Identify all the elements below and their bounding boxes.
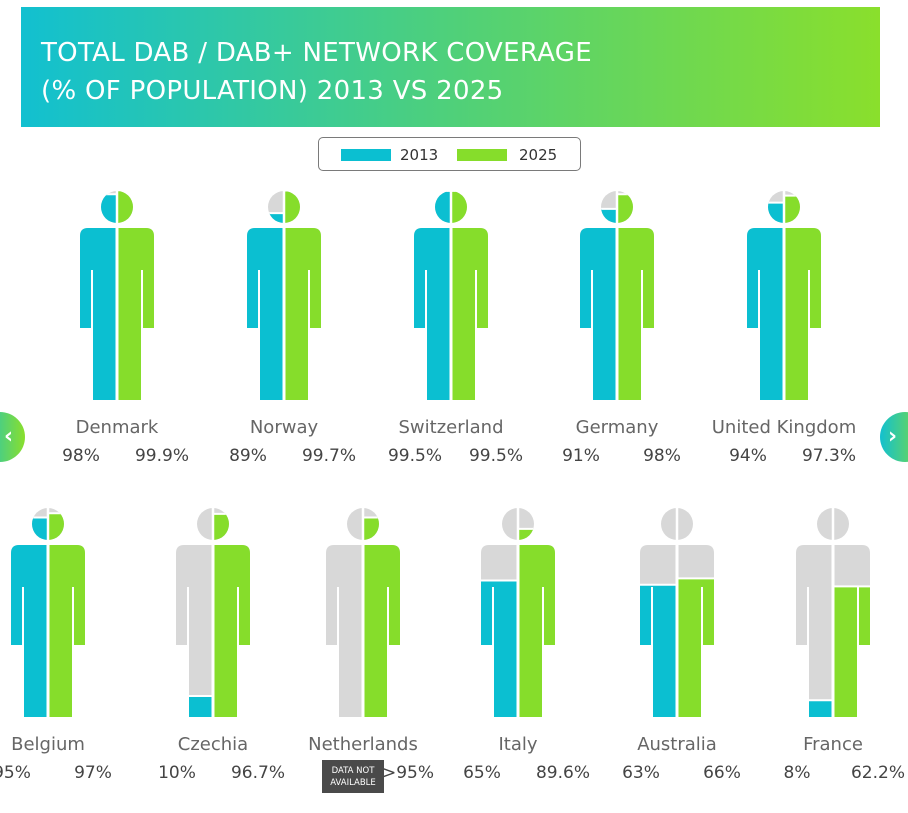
value-2025: 66% — [703, 763, 741, 783]
legend-label-2025: 2025 — [519, 146, 558, 164]
value-2025: 99.5% — [469, 446, 523, 466]
figure-left-empty — [502, 508, 518, 540]
country-label: Belgium — [11, 734, 85, 755]
figure-7 — [326, 507, 400, 717]
value-2013: 91% — [562, 446, 600, 466]
figure-1 — [247, 190, 321, 400]
figure-2 — [414, 190, 488, 400]
country-label: Italy — [498, 734, 537, 755]
value-2013: 10% — [158, 763, 196, 783]
legend-swatch-2013 — [341, 149, 391, 161]
chevron-right-icon: › — [888, 424, 898, 449]
value-2013: 94% — [729, 446, 767, 466]
country-label: Australia — [637, 734, 717, 755]
figure-6 — [176, 507, 250, 717]
figure-10 — [796, 507, 870, 717]
next-button[interactable]: › — [880, 412, 908, 462]
value-2025: 62.2% — [851, 763, 905, 783]
figure-right-empty — [833, 508, 849, 540]
title-line-1: TOTAL DAB / DAB+ NETWORK COVERAGE — [41, 38, 592, 68]
chevron-left-icon: ‹ — [4, 424, 14, 449]
value-2025: 96.7% — [231, 763, 285, 783]
country-label: Netherlands — [308, 734, 418, 755]
value-2013: 98% — [62, 446, 100, 466]
figure-left-empty — [347, 508, 363, 540]
country-label: Denmark — [76, 417, 159, 438]
figure-4 — [747, 190, 821, 400]
value-2013-cont: AVAILABLE — [330, 778, 376, 788]
figure-right-empty — [677, 508, 693, 540]
value-2013: 65% — [463, 763, 501, 783]
value-2025: 97% — [74, 763, 112, 783]
value-2013: 89% — [229, 446, 267, 466]
country-label: Germany — [576, 417, 659, 438]
figure-left-empty — [796, 545, 832, 717]
figure-left-empty — [176, 545, 212, 717]
chart-title: TOTAL DAB / DAB+ NETWORK COVERAGE (% OF … — [41, 34, 860, 110]
value-2025: 89.6% — [536, 763, 590, 783]
figure-left-empty — [817, 508, 833, 540]
figure-3 — [580, 190, 654, 400]
value-2013: DATA NOT — [332, 766, 376, 776]
legend-swatch-2025 — [457, 149, 507, 161]
country-label: Czechia — [178, 734, 248, 755]
country-label: Switzerland — [399, 417, 504, 438]
value-2025: 99.7% — [302, 446, 356, 466]
value-2013: 99.5% — [388, 446, 442, 466]
value-2025: 98% — [643, 446, 681, 466]
figure-9 — [640, 507, 714, 717]
figure-0 — [80, 190, 154, 400]
country-label: United Kingdom — [712, 417, 856, 438]
figure-left-empty — [661, 508, 677, 540]
country-label: Norway — [250, 417, 319, 438]
legend-label-2013: 2013 — [400, 146, 439, 164]
value-2013: 63% — [622, 763, 660, 783]
value-2025: >95% — [382, 763, 434, 783]
value-2025: 97.3% — [802, 446, 856, 466]
figure-left-empty — [197, 508, 213, 540]
figure-8 — [481, 507, 555, 717]
value-2025: 99.9% — [135, 446, 189, 466]
legend: 2013 2025 — [318, 137, 581, 171]
country-label: France — [803, 734, 863, 755]
value-2013: 8% — [784, 763, 811, 783]
figure-left-empty — [326, 545, 362, 717]
value-2013: 95% — [0, 763, 31, 783]
title-line-2: (% OF POPULATION) 2013 VS 2025 — [41, 76, 504, 106]
title-banner: TOTAL DAB / DAB+ NETWORK COVERAGE (% OF … — [21, 7, 880, 127]
data-not-available-badge — [322, 760, 384, 793]
figure-5 — [11, 507, 85, 717]
